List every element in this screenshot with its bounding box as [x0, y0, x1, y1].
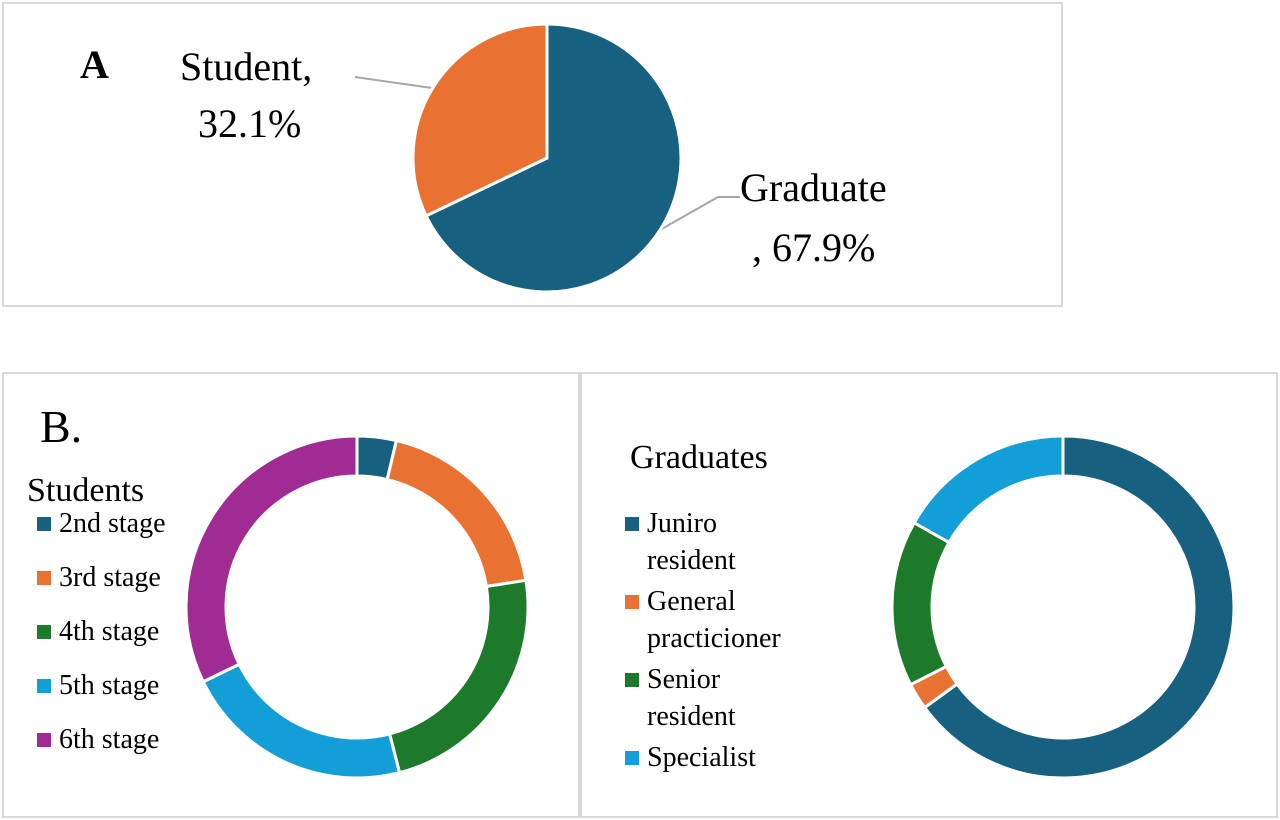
legend-text: 6th stage [59, 724, 160, 755]
legend-text: 2nd stage [59, 508, 166, 539]
legend-swatch [37, 571, 51, 585]
leader-line [354, 76, 433, 89]
slice [922, 434, 1236, 780]
legend-swatch [625, 673, 639, 687]
legend-swatch [625, 517, 639, 531]
panel-label: B. [40, 401, 83, 452]
legend-text: General practicioner [647, 586, 781, 654]
leader-line [659, 196, 740, 231]
legend-text: Specialist [647, 742, 756, 773]
slice [385, 438, 528, 589]
slice [424, 22, 683, 294]
panel-b-left-frame [2, 372, 580, 818]
data-label: Graduate [740, 165, 887, 210]
chart-title: Students [27, 472, 145, 509]
slice [184, 434, 359, 684]
legend-text: 5th stage [59, 670, 160, 701]
legend-swatch [37, 679, 51, 693]
legend-swatch [37, 625, 51, 639]
legend-swatch [37, 517, 51, 531]
slice [890, 520, 952, 687]
slice [912, 434, 1065, 545]
legend-swatch [625, 751, 639, 765]
data-label: , 67.9% [752, 225, 876, 270]
data-label: 32.1% [198, 101, 302, 146]
slice [411, 22, 549, 218]
legend-text: 3rd stage [59, 562, 161, 593]
slice [387, 578, 530, 775]
panel-a-frame [2, 2, 1063, 307]
legend-swatch [625, 595, 639, 609]
legend-text: 4th stage [59, 616, 160, 647]
data-label: Student, [180, 44, 313, 89]
panel-b-right-frame [580, 372, 1278, 818]
legend-text: Juniro resident [647, 508, 736, 576]
legend-text: Senior resident [647, 664, 736, 732]
legend-swatch [37, 733, 51, 747]
panel-label: A [80, 42, 109, 87]
chart-title: Graduates [630, 439, 768, 476]
